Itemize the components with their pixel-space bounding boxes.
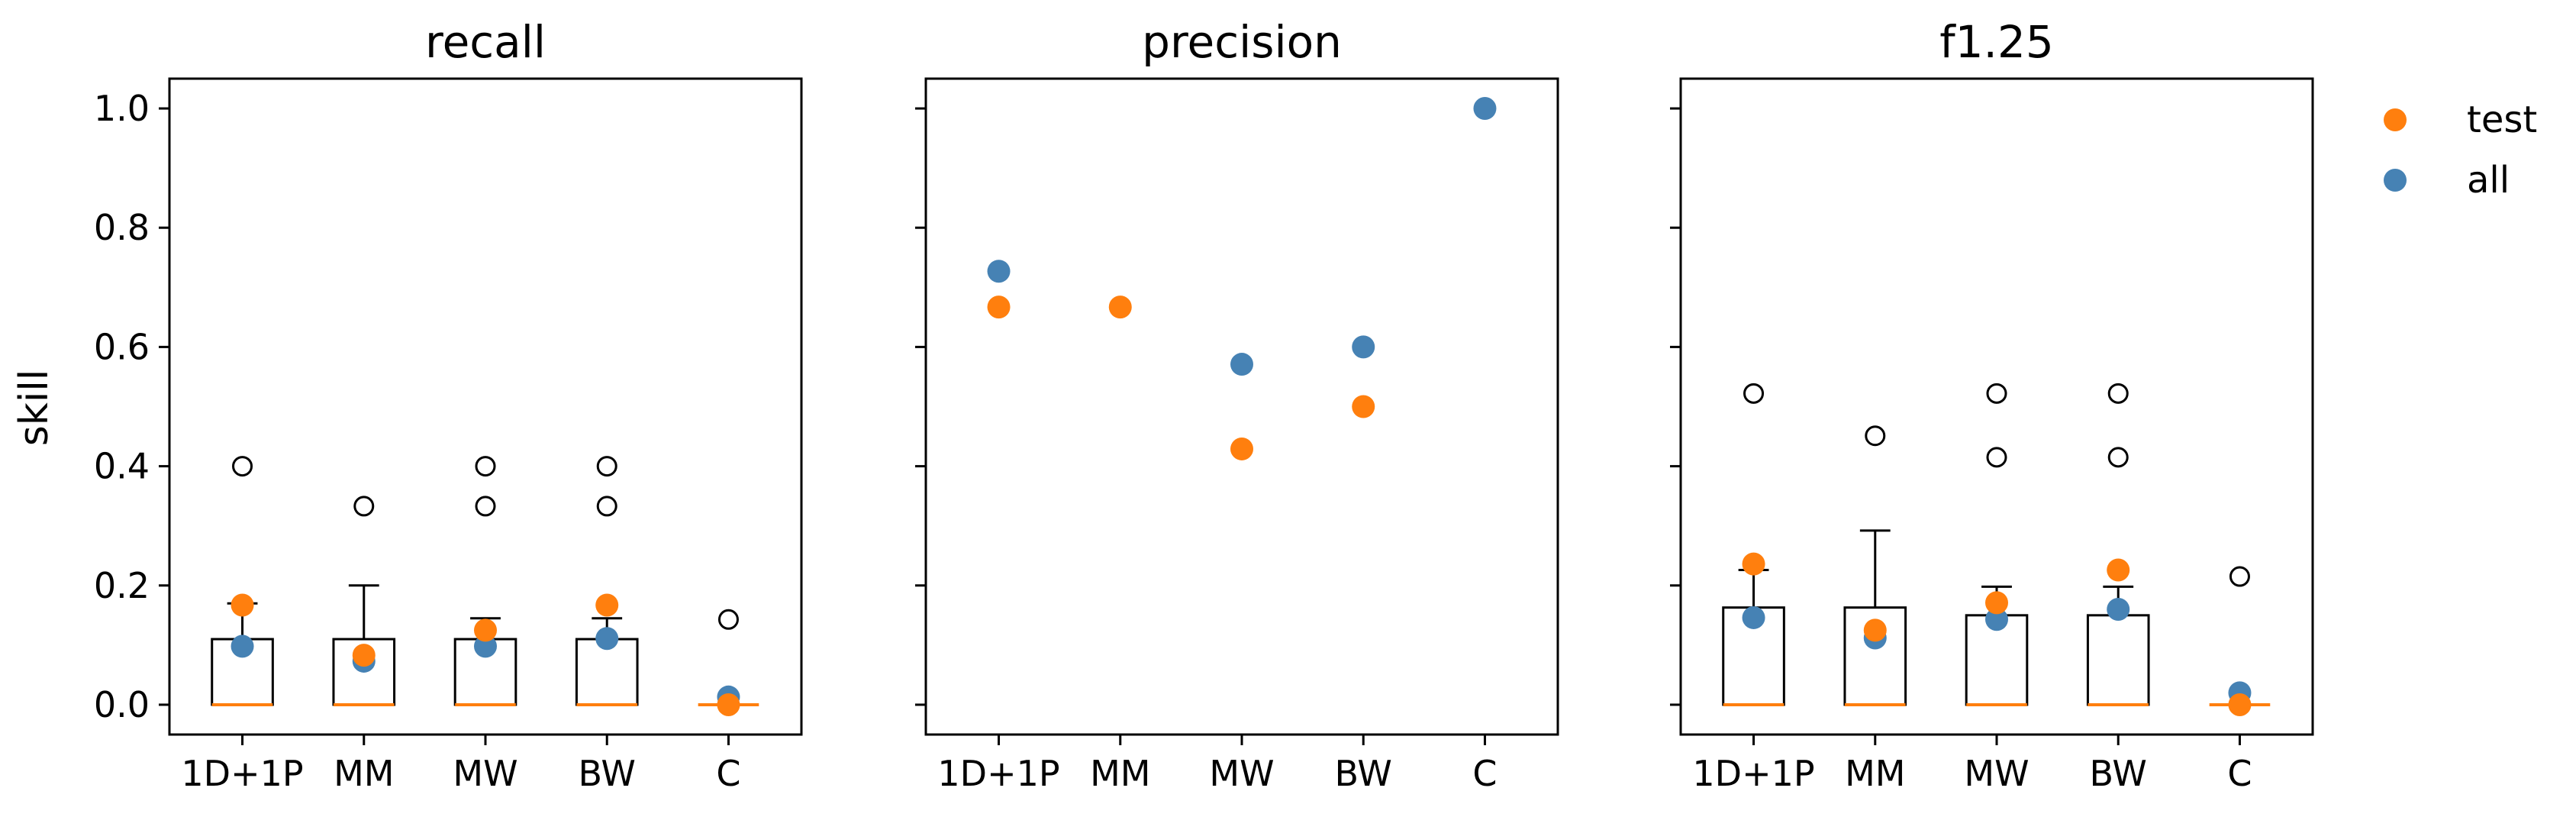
outlier-point xyxy=(2229,566,2250,587)
point-test xyxy=(1742,552,1765,576)
point-all xyxy=(987,260,1011,283)
point-all xyxy=(474,635,497,658)
y-tick-label: 0.0 xyxy=(94,684,150,725)
x-tick-label: MM xyxy=(1090,753,1150,794)
axes-frame xyxy=(1679,77,2314,736)
point-test xyxy=(987,295,1011,319)
y-axis-label: skill xyxy=(11,370,57,447)
x-tick-label: C xyxy=(716,753,740,794)
x-tick-label: C xyxy=(2227,753,2252,794)
point-test xyxy=(717,693,740,716)
outlier-point xyxy=(1743,383,1765,404)
outlier-point xyxy=(1865,425,1886,447)
legend-marker-all xyxy=(2384,169,2407,192)
panel-f1-25: f1.25 1D+1P MM MW BW C xyxy=(1670,16,2314,794)
x-tick-label: MM xyxy=(334,753,394,794)
point-all xyxy=(595,627,619,651)
panel-precision: precision 1D+1P MM MW BW C xyxy=(915,16,1559,794)
panel-title: precision xyxy=(1142,16,1342,68)
point-all xyxy=(1742,605,1765,629)
point-all xyxy=(2107,598,2130,622)
legend-marker-test xyxy=(2384,108,2407,131)
x-tick-label: MW xyxy=(453,753,517,794)
x-tick-label: MW xyxy=(1209,753,1274,794)
y-tick-label: 0.4 xyxy=(94,446,150,487)
panel-title: f1.25 xyxy=(1939,16,2054,68)
point-test xyxy=(1108,295,1132,319)
point-test xyxy=(595,593,619,617)
x-tick-label: BW xyxy=(1335,753,1392,794)
legend: test all xyxy=(2384,98,2537,202)
x-tick-label: BW xyxy=(2090,753,2147,794)
point-test xyxy=(1985,591,2008,615)
legend-label-all: all xyxy=(2467,159,2510,202)
outlier-point xyxy=(2107,383,2129,404)
outlier-point xyxy=(232,456,253,477)
panel-plot-area: 1D+1P MM MW BW C xyxy=(915,77,1559,794)
axes-frame xyxy=(924,77,1559,736)
panel-plot-area: 0.0 0.2 0.4 0.6 0.8 1.0 1D+1P MM MW BW C xyxy=(94,77,803,794)
y-tick-label: 1.0 xyxy=(94,88,150,129)
x-tick-label: BW xyxy=(579,753,636,794)
y-tick-label: 0.6 xyxy=(94,326,150,367)
point-all xyxy=(1230,353,1253,376)
outlier-point xyxy=(596,496,617,517)
point-all xyxy=(231,635,254,658)
outlier-point xyxy=(353,496,375,517)
x-tick-label: 1D+1P xyxy=(181,753,303,794)
y-tick-label: 0.2 xyxy=(94,565,150,606)
point-all xyxy=(1985,608,2008,631)
point-test xyxy=(352,644,376,667)
outlier-point xyxy=(1986,447,2007,468)
point-all xyxy=(1473,97,1497,121)
point-test xyxy=(1352,395,1375,418)
outlier-point xyxy=(475,496,496,517)
panel-title: recall xyxy=(425,16,546,68)
y-tick-label: 0.8 xyxy=(94,207,150,248)
x-tick-label: MM xyxy=(1845,753,1905,794)
x-tick-label: C xyxy=(1472,753,1497,794)
point-test xyxy=(2228,693,2252,716)
x-tick-label: MW xyxy=(1964,753,2029,794)
panel-recall: recall 0.0 0.2 0.4 0.6 0.8 1.0 1D+1P MM MW BW C xyxy=(94,16,803,794)
outlier-point xyxy=(717,609,739,630)
point-all xyxy=(1352,335,1375,359)
legend-label-test: test xyxy=(2467,98,2537,141)
x-tick-label: 1D+1P xyxy=(937,753,1059,794)
outlier-point xyxy=(596,456,617,477)
x-tick-label: 1D+1P xyxy=(1692,753,1814,794)
box xyxy=(2086,614,2150,706)
point-test xyxy=(1230,437,1253,460)
panel-plot-area: 1D+1P MM MW BW C xyxy=(1670,77,2314,794)
point-test xyxy=(474,618,497,642)
outlier-point xyxy=(1986,383,2007,404)
point-test xyxy=(231,593,254,617)
point-test xyxy=(1863,618,1887,642)
outlier-point xyxy=(475,456,496,477)
point-test xyxy=(2107,558,2130,582)
outlier-point xyxy=(2107,447,2129,468)
